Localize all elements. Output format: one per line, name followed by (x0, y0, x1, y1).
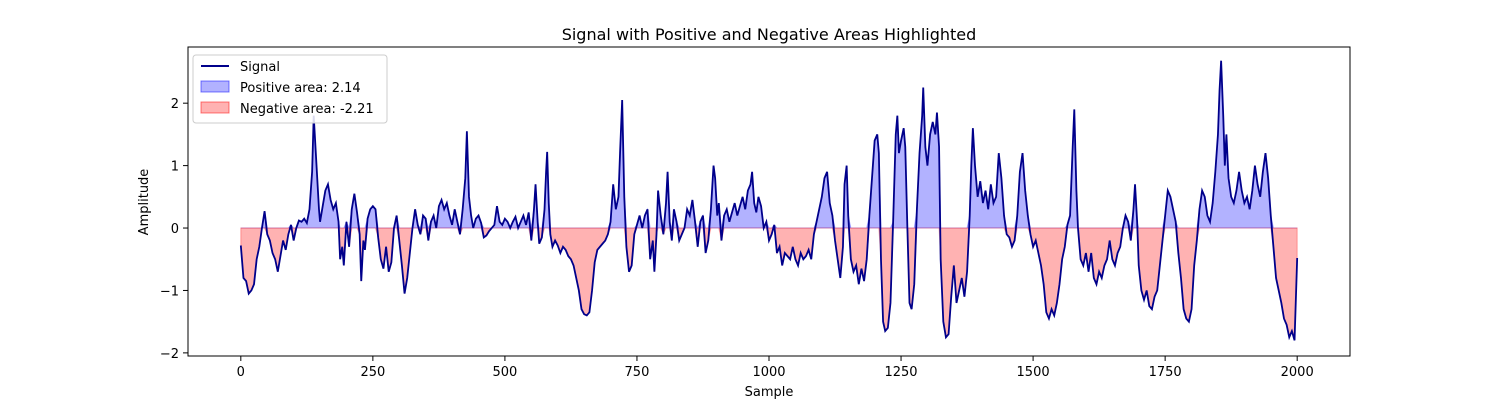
signal-line (239, 60, 1299, 341)
y-tick-label: −1 (160, 284, 179, 299)
chart-title: Signal with Positive and Negative Areas … (562, 25, 977, 44)
legend-signal-label: Signal (240, 60, 280, 75)
plot-area (239, 60, 1299, 341)
y-tick-label: 1 (171, 160, 179, 175)
x-tick-label: 2000 (1281, 365, 1314, 380)
x-axis: 0 250 500 750 1000 1250 1500 1750 2000 (237, 356, 1314, 380)
positive-area-fill (240, 60, 1298, 230)
legend-box (192, 54, 388, 124)
y-tick-label: −2 (160, 347, 179, 362)
y-tick-label: 2 (171, 97, 179, 112)
y-axis-label: Amplitude (137, 169, 152, 236)
legend-positive-swatch (200, 80, 230, 93)
y-tick-label: 0 (171, 222, 179, 237)
legend: Signal Positive area: 2.14 Negative area… (192, 54, 388, 124)
x-tick-label: 0 (237, 365, 245, 380)
legend-negative-label: Negative area: -2.21 (240, 102, 374, 117)
legend-negative-swatch (200, 101, 230, 114)
x-tick-label: 1000 (752, 365, 785, 380)
x-tick-label: 1750 (1149, 365, 1182, 380)
x-tick-label: 1250 (884, 365, 917, 380)
x-tick-label: 500 (492, 365, 517, 380)
legend-positive-label: Positive area: 2.14 (240, 81, 361, 96)
x-tick-label: 750 (625, 365, 650, 380)
x-axis-label: Sample (745, 385, 794, 400)
x-tick-label: 1500 (1017, 365, 1050, 380)
x-tick-label: 250 (360, 365, 385, 380)
y-axis: −2 −1 0 1 2 (160, 97, 188, 362)
